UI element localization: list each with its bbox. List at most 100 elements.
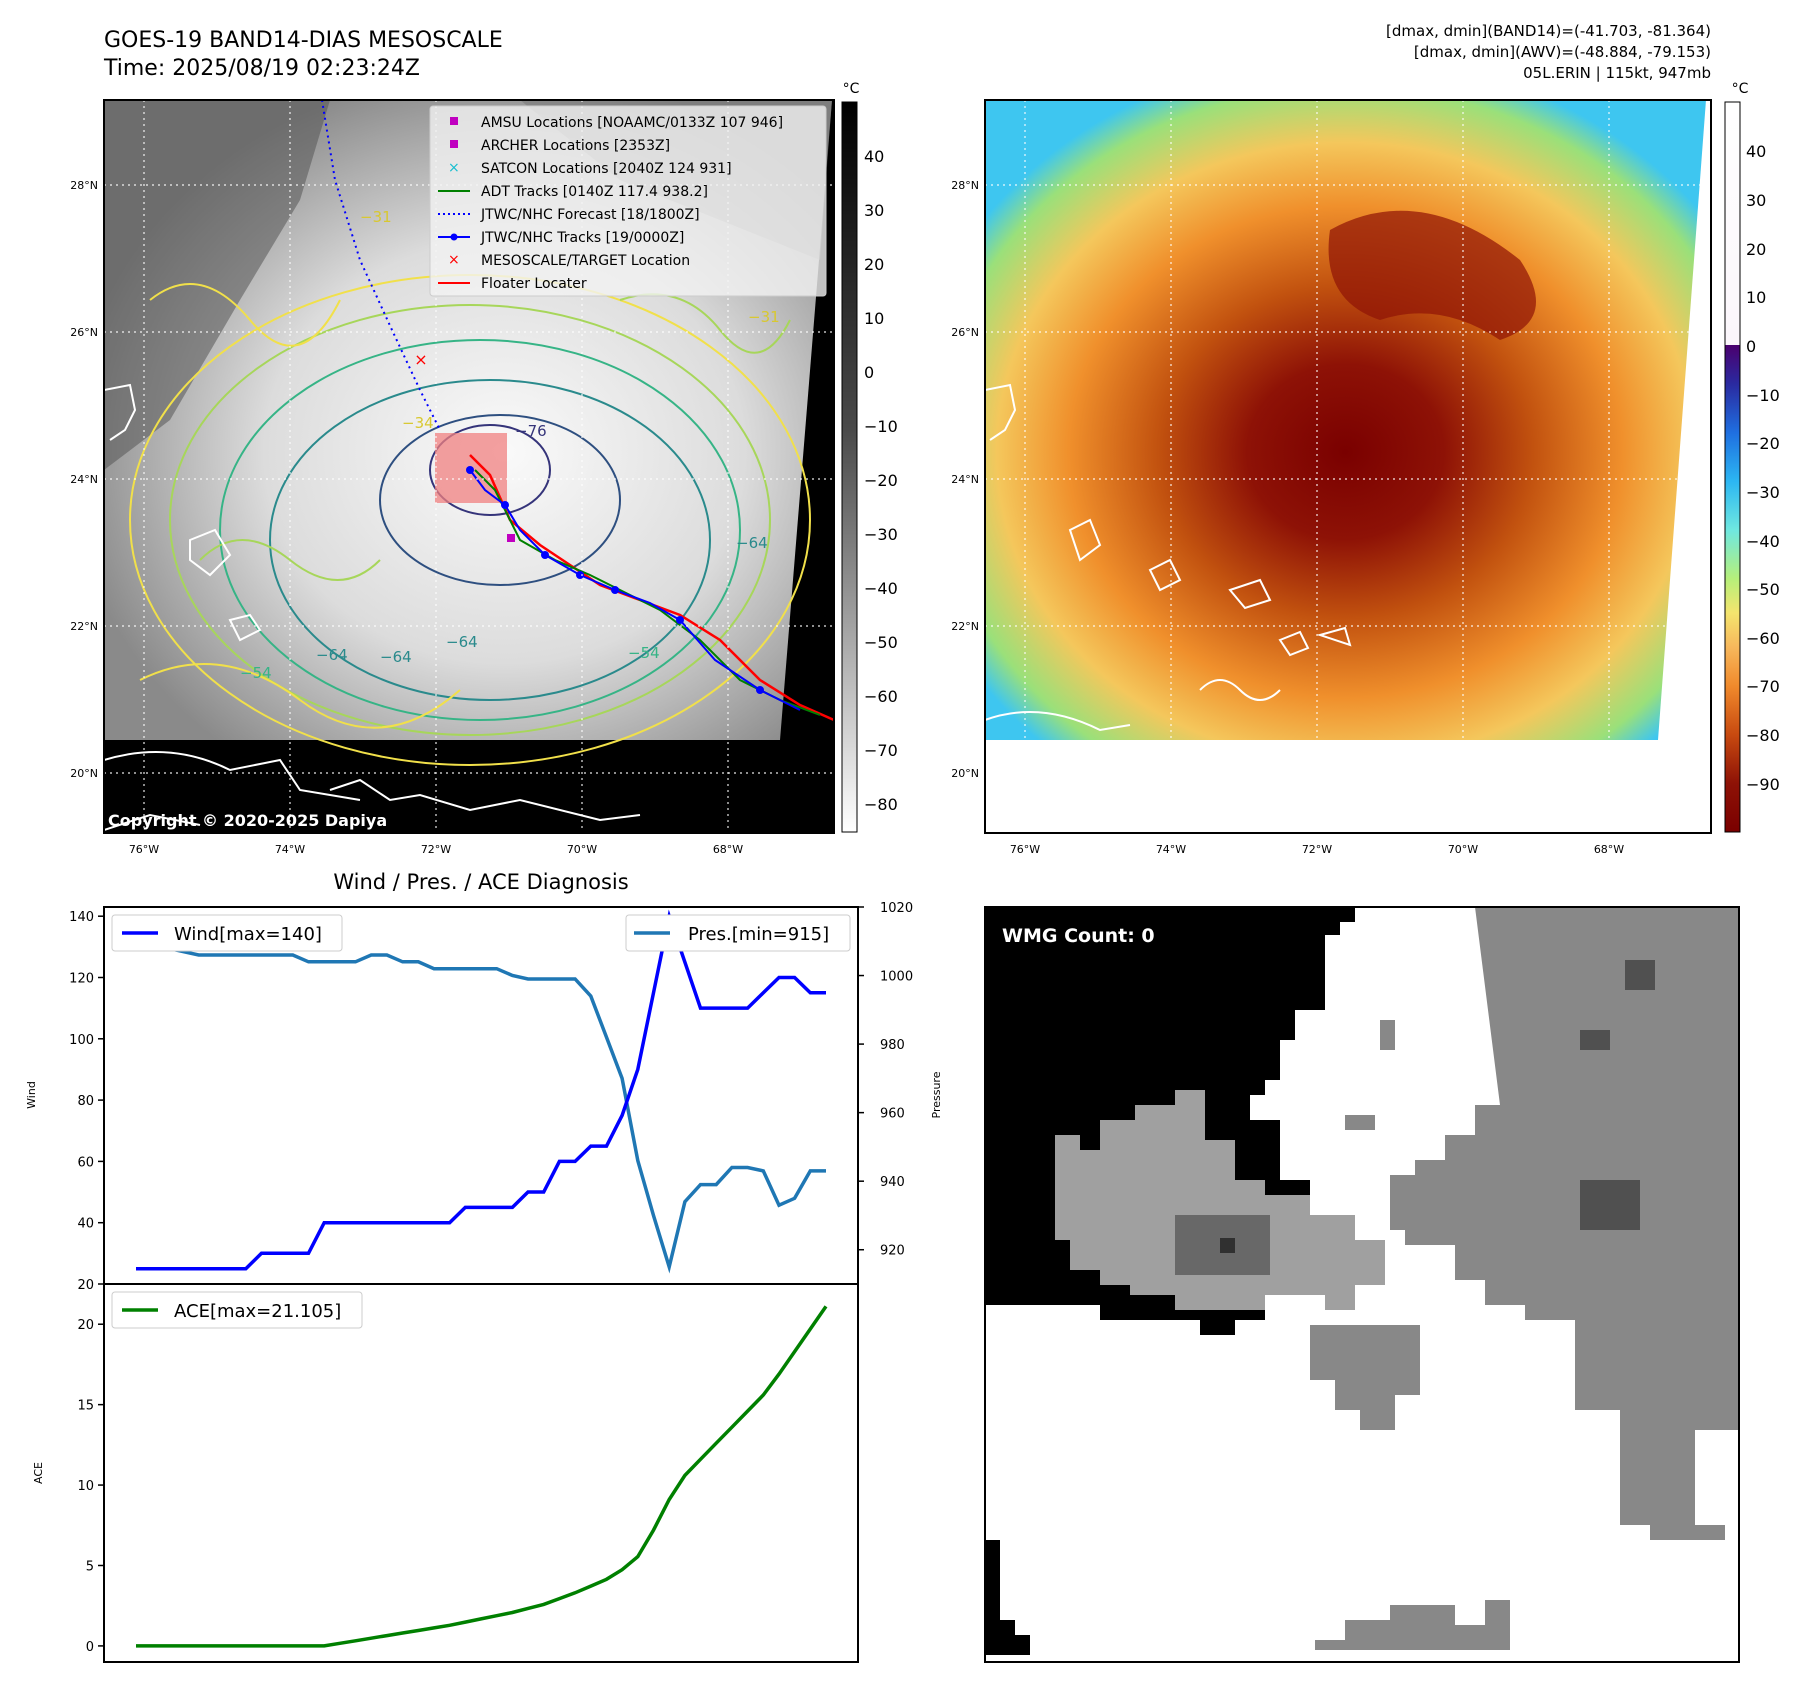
wmg-lightgray-region: [1055, 1090, 1385, 1310]
lon-label: 70°W: [1448, 843, 1478, 856]
ace-series-line: [136, 1305, 828, 1648]
wind-legend: Wind[max=140]: [111, 914, 343, 952]
right-colorbar-tick: −80: [1746, 726, 1780, 745]
right-map-frame: [984, 99, 1712, 834]
wmg-gray-region-lower: [1310, 1325, 1420, 1430]
left-colorbar-tick: −10: [864, 417, 898, 436]
left-colorbar-tick: −80: [864, 795, 898, 814]
lat-label: 20°N: [70, 767, 98, 780]
pressure-axis-label: Pressure: [930, 1071, 943, 1118]
lat-label: 22°N: [70, 620, 98, 633]
left-colorbar-tick: −30: [864, 525, 898, 544]
left-map-lon-labels: 76°W 74°W 72°W 70°W 68°W: [129, 843, 743, 856]
lat-label: 26°N: [951, 326, 979, 339]
wind-pressure-frame: [103, 906, 859, 1285]
pressure-tick-label: 1020: [880, 901, 913, 916]
lon-label: 68°W: [713, 843, 743, 856]
contour-label-group: −64 −64 −64 −54 −54 −76 −31 −31 −34 −64: [240, 208, 780, 682]
pressure-legend-frame: [625, 914, 851, 952]
contour-label: −54: [628, 644, 660, 662]
right-colorbar-tick: 40: [1746, 142, 1766, 161]
legend-amsu-label: AMSU Locations [NOAAMC/0133Z 107 946]: [481, 115, 783, 131]
lat-label: 22°N: [951, 620, 979, 633]
wmg-small-black-strip: [985, 1290, 1030, 1305]
legend-forecast-label: JTWC/NHC Forecast [18/1800Z]: [480, 207, 700, 223]
legend-target-label: MESOSCALE/TARGET Location: [481, 253, 690, 269]
figure-title: GOES-19 BAND14-DIAS MESOSCALE: [104, 28, 503, 53]
lon-label: 72°W: [421, 843, 451, 856]
lon-label: 74°W: [275, 843, 305, 856]
right-colorbar-tick: −20: [1746, 434, 1780, 453]
lon-label: 76°W: [1010, 843, 1040, 856]
wmg-gray-region-bottom: [1315, 1600, 1510, 1650]
wmg-label-box: [994, 917, 1172, 953]
wmg-dark-cell: [1580, 1030, 1610, 1050]
ace-axis-label: ACE: [32, 1462, 45, 1484]
wind-tick-label: 100: [69, 1033, 94, 1048]
right-colorbar-tick: 0: [1746, 337, 1756, 356]
contour-label: −34: [402, 414, 434, 432]
left-contours: [129, 274, 811, 766]
legend-archer-icon: [450, 140, 458, 148]
stats-storm: 05L.ERIN | 115kt, 947mb: [1523, 64, 1711, 82]
ace-legend: ACE[max=21.105]: [111, 1291, 363, 1329]
right-satellite-image: [985, 100, 1706, 740]
left-colorbar-tick: 0: [864, 363, 874, 382]
ace-legend-frame: [111, 1291, 363, 1329]
right-colorbar-tick: −90: [1746, 775, 1780, 794]
wind-legend-label: Wind[max=140]: [174, 924, 322, 945]
left-colorbar-unit: °C: [843, 81, 860, 97]
lat-label: 26°N: [70, 326, 98, 339]
right-colorbar-cold: [1725, 345, 1740, 832]
ace-frame: [103, 1283, 859, 1663]
right-cold-spot: [1328, 210, 1536, 340]
legend-archer-label: ARCHER Locations [2353Z]: [481, 138, 670, 154]
pressure-tick-label: 940: [880, 1175, 905, 1190]
legend-floater-label: Floater Locater: [481, 276, 587, 292]
wind-series-line: [136, 909, 826, 1271]
pressure-legend: Pres.[min=915]: [625, 914, 851, 952]
contour-label: −54: [240, 664, 272, 682]
diagnosis-panel: Wind / Pres. / ACE Diagnosis 14012010080…: [25, 870, 943, 1663]
right-colorbar-tick: −60: [1746, 629, 1780, 648]
ace-legend-label: ACE[max=21.105]: [174, 1301, 341, 1322]
wmg-count-label: WMG Count: 0: [1002, 925, 1155, 947]
legend-amsu-icon: [450, 117, 458, 125]
wind-tick-label: 140: [69, 910, 94, 925]
wmg-darkest-cell: [1220, 1238, 1235, 1253]
mesoscale-target-marker: ×: [414, 350, 427, 369]
left-clear-sky-region: [104, 100, 330, 470]
contour-label: −64: [316, 646, 348, 664]
left-colorbar-tick: −50: [864, 633, 898, 652]
jtwc-forecast-track: [321, 100, 441, 431]
amsu-marker: [507, 534, 515, 542]
lat-label: 28°N: [70, 179, 98, 192]
ace-tick-label: 10: [77, 1479, 94, 1494]
right-map-lon-labels: 76°W 74°W 72°W 70°W 68°W: [1010, 843, 1624, 856]
wind-tick-labels: 140 120 100 80 60 40 20: [69, 910, 104, 1293]
right-colorbar-tick: −10: [1746, 386, 1780, 405]
right-map-lat-labels: 28°N 26°N 24°N 22°N 20°N: [951, 179, 979, 780]
lat-label: 20°N: [951, 767, 979, 780]
left-colorbar-tick: 20: [864, 255, 884, 274]
right-map-panel: 28°N 26°N 24°N 22°N 20°N 76°W 74°W 72°W …: [951, 81, 1780, 856]
left-colorbar-tick: 40: [864, 147, 884, 166]
jtwc-track-points: [466, 466, 764, 694]
wmg-gray-patch: [1380, 1020, 1395, 1050]
wmg-gray-region: [1390, 907, 1739, 1540]
legend-satcon-icon: ×: [448, 160, 460, 176]
ace-tick-label: 20: [77, 1318, 94, 1333]
copyright-text: Copyright © 2020-2025 Dapiya: [108, 811, 387, 830]
lon-label: 74°W: [1156, 843, 1186, 856]
wind-tick-label: 120: [69, 971, 94, 986]
pressure-tick-labels: 1020 1000 980 960 940 920: [858, 901, 913, 1259]
stats-awv: [dmax, dmin](AWV)=(-48.884, -79.153): [1413, 43, 1711, 61]
wmg-black-region-lower: [985, 1540, 1030, 1655]
left-colorbar-tick: 10: [864, 309, 884, 328]
lon-label: 68°W: [1594, 843, 1624, 856]
right-colorbar-tick: 20: [1746, 240, 1766, 259]
pressure-legend-label: Pres.[min=915]: [688, 924, 829, 945]
ace-tick-label: 0: [86, 1640, 94, 1655]
wind-tick-label: 20: [77, 1278, 94, 1293]
left-map-panel: × −64 −64 −64 −54 −54 −76: [70, 81, 898, 856]
